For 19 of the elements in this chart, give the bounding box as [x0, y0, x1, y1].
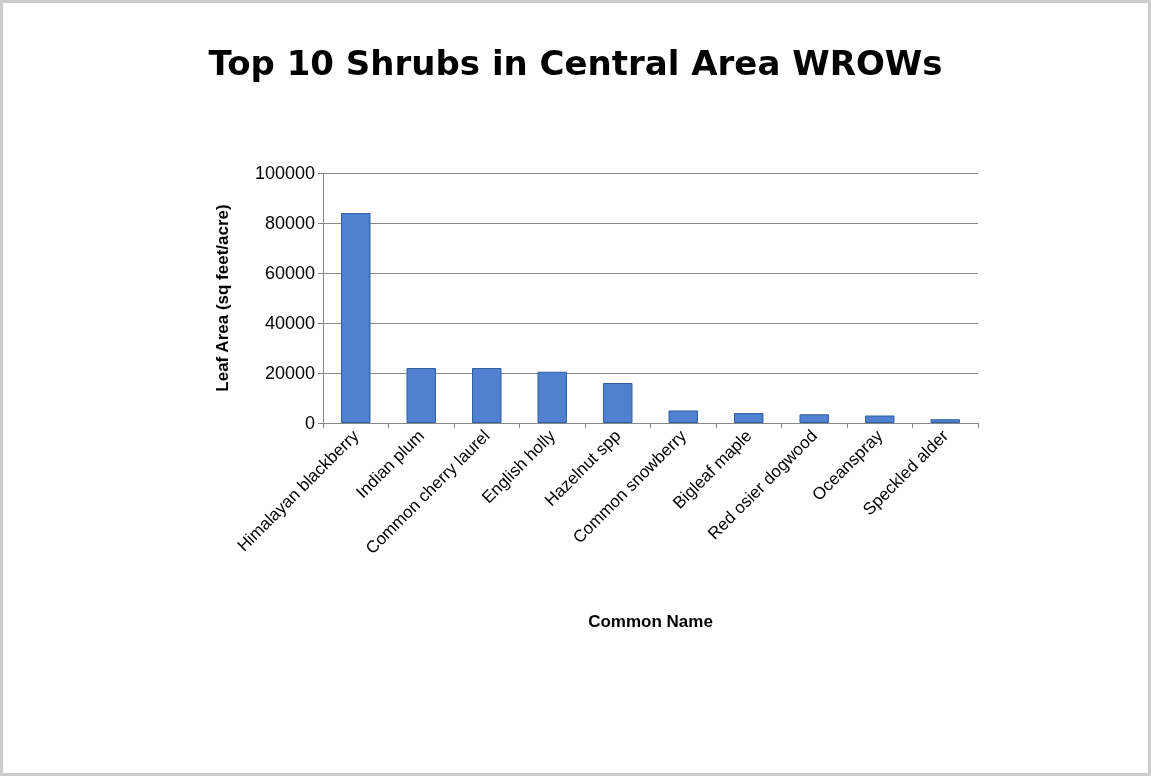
bar: [406, 368, 436, 423]
chart-title: Top 10 Shrubs in Central Area WROWs: [208, 43, 943, 83]
bar: [472, 368, 502, 423]
bar: [341, 213, 371, 423]
bar: [603, 383, 633, 423]
y-tick-label: 20000: [264, 363, 315, 383]
y-tick-label: 60000: [264, 263, 315, 283]
bar: [537, 371, 567, 423]
bar: [865, 415, 895, 423]
y-tick-label: 80000: [264, 213, 315, 233]
y-tick-label: 40000: [264, 313, 315, 333]
bar: [668, 410, 698, 423]
y-tick-label: 0: [304, 413, 315, 433]
y-tick-label: 100000: [254, 163, 315, 183]
bar: [799, 414, 829, 423]
y-axis-title: Leaf Area (sq feet/acre): [213, 204, 232, 392]
bar: [734, 413, 764, 423]
bar: [930, 419, 960, 423]
x-axis-title: Common Name: [588, 612, 713, 631]
